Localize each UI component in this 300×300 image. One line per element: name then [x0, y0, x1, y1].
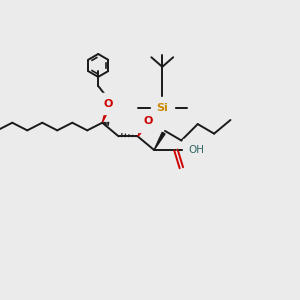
Text: Si: Si — [156, 103, 168, 113]
Polygon shape — [138, 123, 148, 136]
Text: O: O — [103, 99, 112, 109]
Polygon shape — [102, 108, 109, 123]
Text: O: O — [144, 116, 153, 126]
Polygon shape — [154, 132, 165, 150]
Text: OH: OH — [188, 145, 204, 155]
